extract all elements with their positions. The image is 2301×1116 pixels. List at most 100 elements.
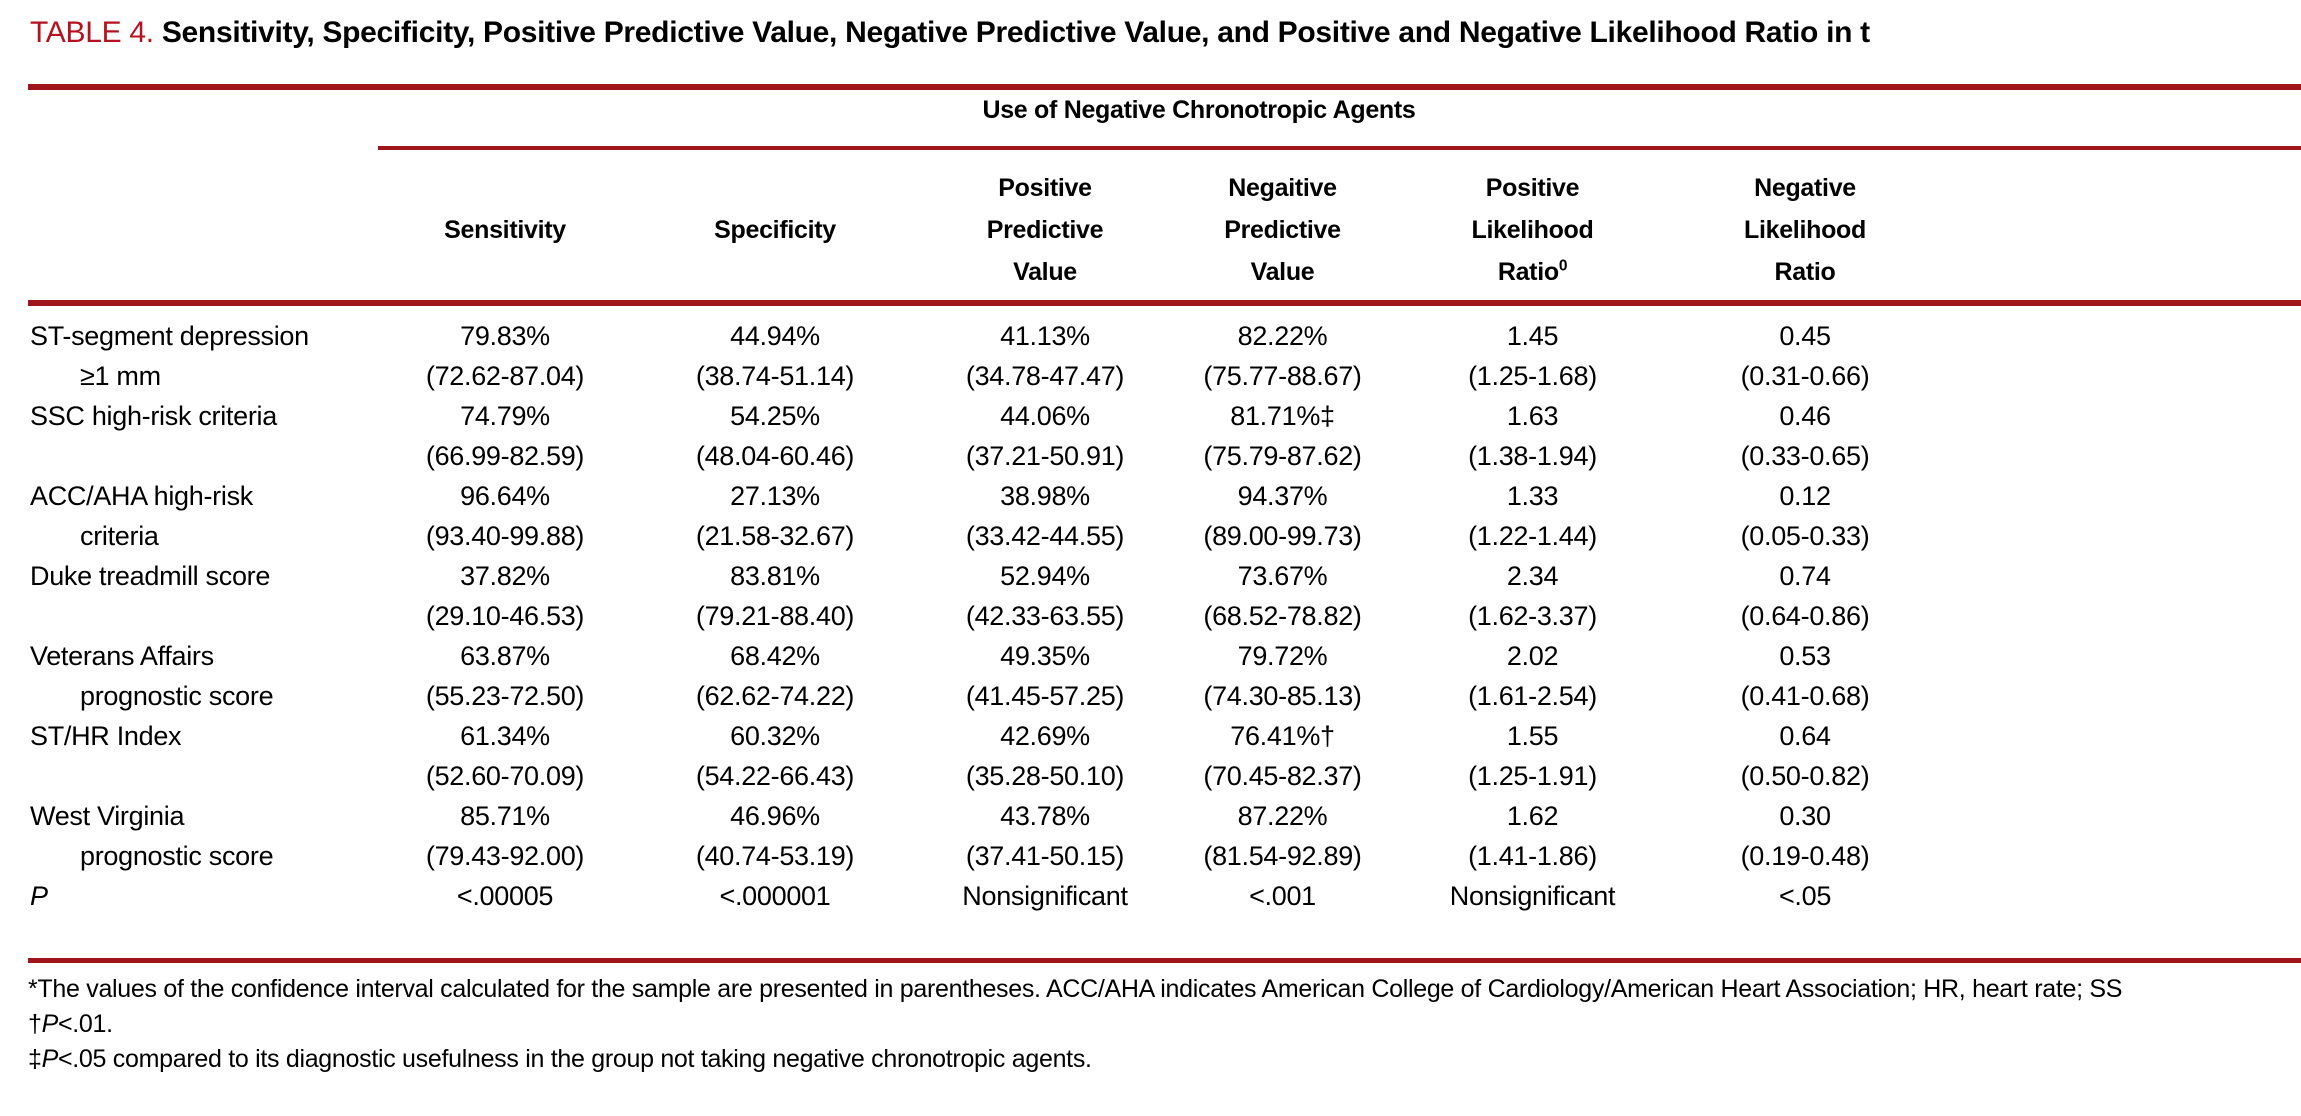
data-cell-ci: (72.62-87.04) — [425, 361, 585, 391]
header-line: Negative — [1754, 174, 1856, 202]
data-cell-ci: (1.25-1.91) — [1468, 761, 1597, 791]
row-label: prognostic score — [80, 841, 274, 871]
row-label: Veterans Affairs — [30, 641, 214, 671]
data-cell-value: 73.67% — [1237, 561, 1328, 591]
row-label — [30, 436, 390, 476]
data-cell-value: 87.22% — [1237, 801, 1328, 831]
dagger-symbol: † — [28, 1010, 42, 1038]
data-cell-ci: (0.19-0.48) — [1740, 841, 1870, 871]
p-variable: P — [41, 1045, 59, 1073]
data-cell-ci: (1.61-2.54) — [1468, 681, 1597, 711]
p-variable: P — [41, 1010, 59, 1038]
data-cell-ci: (79.21-88.40) — [695, 601, 855, 631]
data-cell-ci: (34.78-47.47) — [965, 361, 1125, 391]
header-spacer — [30, 164, 390, 296]
table-title: TABLE 4. Sensitivity, Specificity, Posit… — [30, 16, 1870, 50]
data-cell-value: 42.69% — [1000, 721, 1090, 751]
footnote-text: *The values of the confidence interval c… — [28, 975, 2123, 1003]
table-row-line: P <.00005 <.000001 Nonsignificant <.001 Nonsi… — [0, 876, 2301, 916]
row-label: ACC/AHA high-risk — [30, 481, 253, 511]
data-cell-value: 60.32% — [730, 721, 820, 751]
data-cell-ci: (66.99-82.59) — [425, 441, 585, 471]
data-cell-value: <.05 — [1778, 881, 1832, 911]
data-cell-ci: (70.45-82.37) — [1203, 761, 1362, 791]
data-cell-ci: (52.60-70.09) — [425, 761, 585, 791]
data-cell-value: 1.62 — [1506, 801, 1559, 831]
header-cell: Negaitive Predictive Value — [1160, 164, 1405, 296]
table-row-line: West Virginia 85.71% 46.96% 43.78% 87.22% 1.6… — [0, 796, 2301, 836]
row-label: prognostic score — [80, 681, 274, 711]
title-rule — [28, 84, 2301, 90]
header-superscript: 0 — [1558, 257, 1568, 275]
row-label: SSC high-risk criteria — [30, 401, 277, 431]
row-label: ≥1 mm — [80, 361, 161, 391]
data-cell-value: 81.71%‡ — [1230, 401, 1335, 431]
data-cell-value: Nonsignificant — [1449, 881, 1616, 911]
data-cell-ci: (93.40-99.88) — [425, 521, 585, 551]
data-cell-value: 0.30 — [1779, 801, 1831, 831]
data-cell-value: 54.25% — [730, 401, 820, 431]
table-row-line: prognostic score (55.23-72.50) (62.62-74.2… — [0, 676, 2301, 716]
table-number-label: TABLE 4. — [30, 16, 154, 49]
data-cell-value: 49.35% — [1000, 641, 1090, 671]
table-row-line: (52.60-70.09) (54.22-66.43) (35.28-50.10) (… — [0, 756, 2301, 796]
data-cell-ci: (0.05-0.33) — [1740, 521, 1870, 551]
footnote-rule — [28, 958, 2301, 963]
row-label: West Virginia — [30, 801, 185, 831]
row-filler — [1950, 636, 2301, 676]
data-cell-value: 44.94% — [730, 321, 820, 351]
data-cell-ci: (0.64-0.86) — [1740, 601, 1870, 631]
data-cell-value: 27.13% — [730, 481, 820, 511]
row-label: P — [30, 881, 48, 911]
footnotes: *The values of the confidence interval c… — [28, 972, 2301, 1077]
data-cell-value: 0.74 — [1779, 561, 1831, 591]
table-row-line: criteria (93.40-99.88) (21.58-32.67) (33.42… — [0, 516, 2301, 556]
data-cell-ci: (29.10-46.53) — [425, 601, 585, 631]
data-cell-ci: (41.45-57.25) — [965, 681, 1125, 711]
data-cell-value: 0.12 — [1779, 481, 1831, 511]
data-cell-value: 74.79% — [460, 401, 550, 431]
header-line: Value — [1250, 258, 1315, 286]
data-cell-ci: (79.43-92.00) — [425, 841, 585, 871]
data-cell-ci: (75.79-87.62) — [1203, 441, 1362, 471]
table-row-line: ACC/AHA high-risk 96.64% 27.13% 38.98% 94.37… — [0, 476, 2301, 516]
data-cell-ci: (0.50-0.82) — [1740, 761, 1870, 791]
data-cell-ci: (89.00-99.73) — [1203, 521, 1362, 551]
data-cell-value: 1.55 — [1506, 721, 1559, 751]
data-cell-value: 63.87% — [460, 641, 550, 671]
header-rule — [28, 300, 2301, 306]
row-filler — [1950, 596, 2301, 636]
table-row-line: ≥1 mm (72.62-87.04) (38.74-51.14) (34.78-47… — [0, 356, 2301, 396]
header-cell: Sensitivity — [390, 164, 620, 296]
data-cell-value: 2.02 — [1506, 641, 1559, 671]
data-cell-value: 76.41%† — [1230, 721, 1335, 751]
data-cell-value: 43.78% — [1000, 801, 1090, 831]
header-line: Specificity — [714, 216, 836, 244]
data-cell-ci: (62.62-74.22) — [695, 681, 855, 711]
data-cell-value: 0.53 — [1779, 641, 1831, 671]
data-cell-ci: (35.28-50.10) — [965, 761, 1125, 791]
data-cell-ci: (1.38-1.94) — [1468, 441, 1597, 471]
data-cell-ci: (0.33-0.65) — [1740, 441, 1870, 471]
data-cell-ci: (48.04-60.46) — [695, 441, 855, 471]
data-cell-ci: (42.33-63.55) — [965, 601, 1125, 631]
data-cell-ci: (33.42-44.55) — [965, 521, 1125, 551]
data-cell-ci: (37.41-50.15) — [965, 841, 1125, 871]
table-row-line: (66.99-82.59) (48.04-60.46) (37.21-50.91) (… — [0, 436, 2301, 476]
footnote-dagger: †P<.01. — [28, 1007, 2301, 1042]
data-cell-value: 2.34 — [1506, 561, 1559, 591]
data-cell-value: 0.45 — [1779, 321, 1831, 351]
data-cell-value: 79.83% — [460, 321, 550, 351]
row-filler — [1950, 556, 2301, 596]
data-cell-ci: (74.30-85.13) — [1203, 681, 1362, 711]
row-label — [30, 756, 390, 796]
row-filler — [1950, 876, 2301, 916]
row-filler — [1950, 316, 2301, 356]
row-filler — [1950, 756, 2301, 796]
data-cell-value: <.000001 — [719, 881, 831, 911]
table-row-line: SSC high-risk criteria 74.79% 54.25% 44.06%… — [0, 396, 2301, 436]
header-line: Ratio0 — [1497, 257, 1568, 286]
data-cell-ci: (0.41-0.68) — [1740, 681, 1870, 711]
header-line: Ratio — [1774, 258, 1836, 286]
